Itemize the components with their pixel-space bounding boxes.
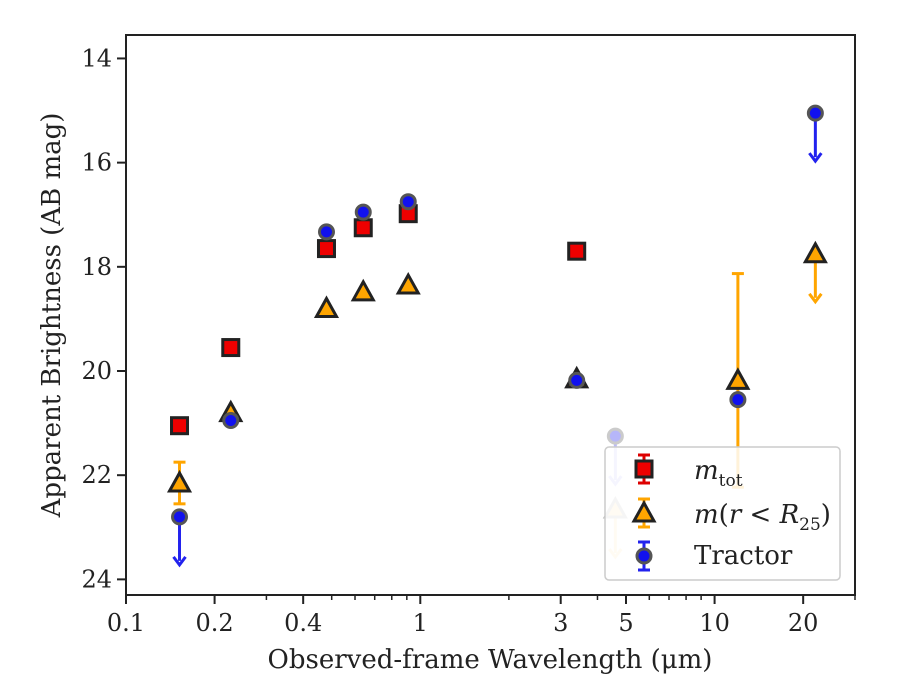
circle-marker [606,427,624,445]
legend-label-tractor: Tractor [694,541,793,571]
x-tick-label: 20 [788,609,819,637]
x-tick-label: 0.2 [196,609,234,637]
data-point [567,241,587,261]
triangle-marker [350,278,376,302]
circle-marker [729,391,747,409]
circle-marker [806,104,824,122]
triangle-marker [725,367,751,390]
legend-entry [631,497,657,529]
upper-limit-arrowhead [808,292,823,305]
data-point [313,295,340,318]
data-point [350,278,376,302]
legend-label-mtot: mtot [694,456,743,491]
triangle-marker [802,240,828,264]
triangle-marker [313,295,340,318]
circle-marker [317,223,335,241]
data-point [399,193,417,211]
square-marker [316,239,336,259]
x-axis-title: Observed-frame Wavelength (μm) [268,645,713,675]
x-tick-label: 5 [618,609,633,637]
data-point [395,271,421,295]
data-point [170,416,190,436]
circle-marker [354,203,372,221]
square-marker [353,218,373,238]
circle-marker [222,411,240,429]
data-point [353,218,373,238]
series-square [170,204,587,436]
triangle-marker [395,271,421,295]
data-point [806,104,824,164]
y-axis-title: Apparent Brightness (AB mag) [37,113,67,519]
data-point [166,460,193,506]
legend-circle-marker [635,547,653,565]
upper-limit-arrowhead [172,555,187,568]
data-point [221,338,241,358]
y-tick-label: 22 [81,461,112,489]
y-tick-label: 20 [81,357,112,385]
square-marker [567,241,587,261]
data-point [171,508,189,568]
data-point [802,240,828,305]
x-tick-label: 0.4 [284,609,322,637]
legend-square-marker [634,459,654,479]
x-tick-label: 1 [413,609,428,637]
data-point [316,239,336,259]
triangle-marker [166,469,193,493]
data-point [354,203,372,221]
y-tick-label: 16 [81,149,112,177]
data-point [729,391,747,409]
axis-ticks: 0.1 0.2 0.4 1 3 5 10 20 14 16 18 20 22 24 [81,44,856,637]
y-tick-label: 14 [81,44,112,72]
data-point [317,223,335,241]
y-tick-label: 24 [81,565,112,593]
circle-marker [568,371,586,389]
legend-triangle-marker [631,499,657,523]
x-tick-label: 3 [553,609,568,637]
data-point [568,371,586,389]
y-tick-label: 18 [81,253,112,281]
circle-marker [399,193,417,211]
upper-limit-arrowhead [808,152,823,164]
data-point [222,411,240,429]
square-marker [170,416,190,436]
x-tick-label: 0.1 [107,609,145,637]
circle-marker [171,508,189,526]
square-marker [221,338,241,358]
legend-box [604,446,841,581]
legend-entry [635,540,653,572]
plot-frame [125,34,856,596]
legend-entry [634,453,654,485]
x-tick-label: 10 [699,609,730,637]
